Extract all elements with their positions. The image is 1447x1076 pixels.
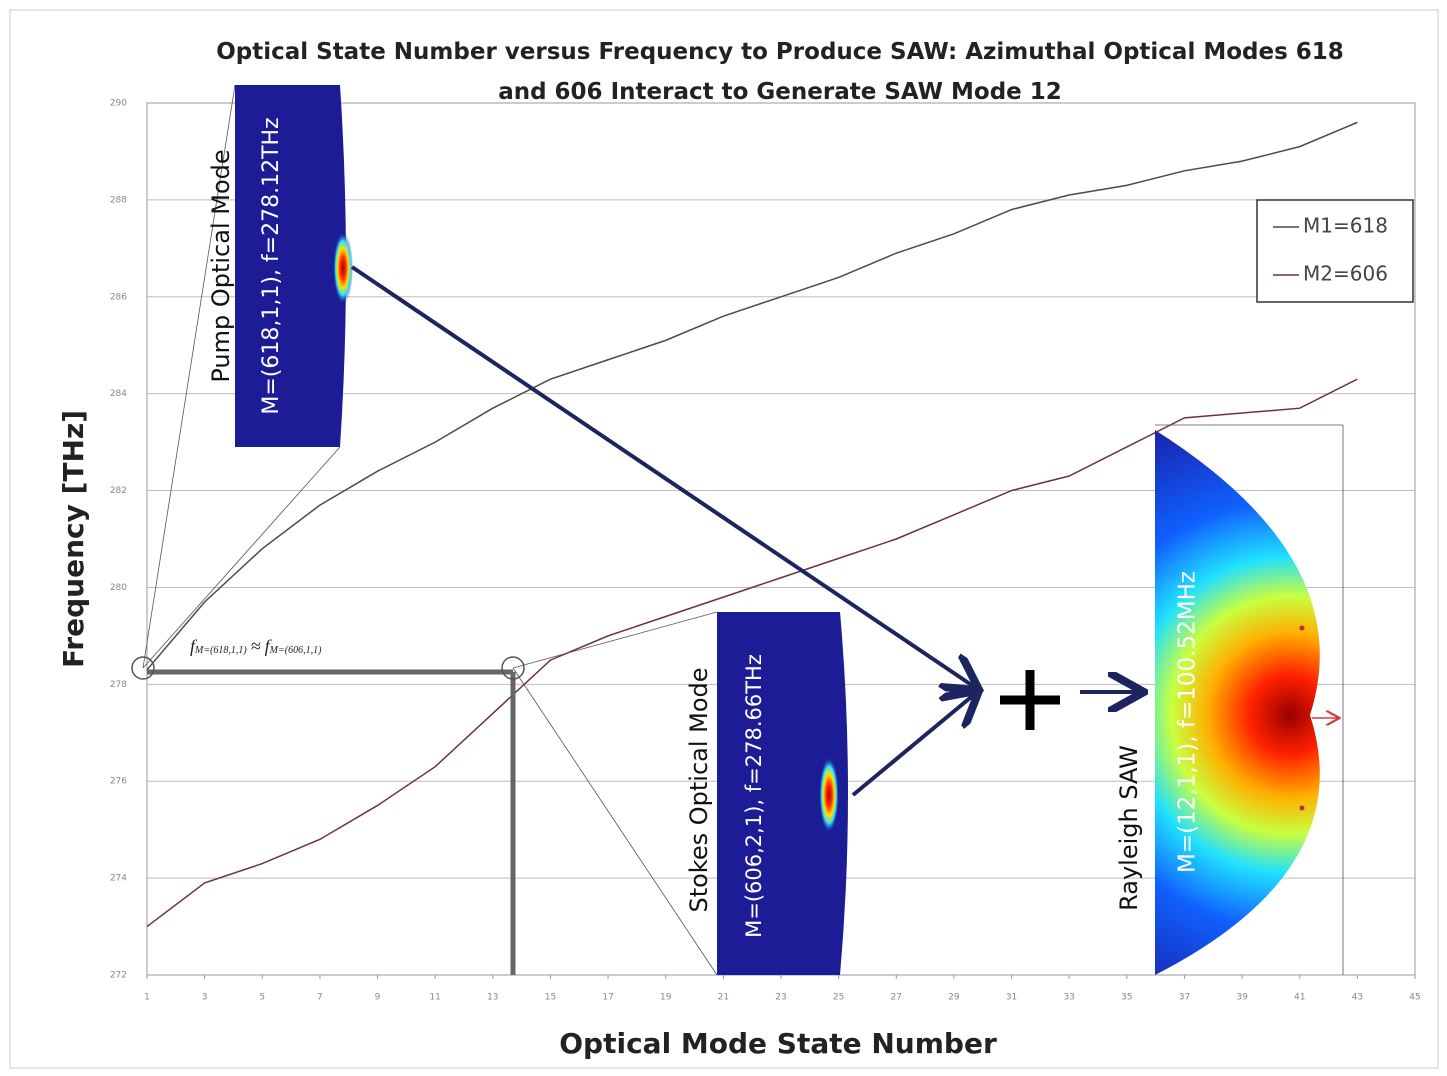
page: 2722742762782802822842862882901357911131… xyxy=(0,0,1447,1076)
x-tick-label: 5 xyxy=(259,993,265,1003)
x-tick-label: 31 xyxy=(1006,993,1017,1003)
pump-inset xyxy=(235,85,353,447)
y-tick-label: 274 xyxy=(110,874,127,884)
x-tick-label: 7 xyxy=(317,993,323,1003)
formula: fM=(618,1,1)≈fM=(606,1,1) xyxy=(190,636,322,656)
legend-label: M1=618 xyxy=(1303,214,1388,238)
chart-title: Optical State Number versus Frequency to… xyxy=(215,32,1345,112)
x-tick-label: 23 xyxy=(775,993,786,1003)
x-tick-label: 45 xyxy=(1409,993,1420,1003)
x-tick-label: 9 xyxy=(375,993,381,1003)
x-tick-label: 27 xyxy=(891,993,902,1003)
pump-title: Pump Optical Mode xyxy=(207,149,235,382)
x-tick-label: 11 xyxy=(429,993,440,1003)
y-tick-label: 272 xyxy=(110,971,127,981)
x-tick-label: 41 xyxy=(1294,993,1305,1003)
saw-mode: M=(12,1,1), f=100.52MHz xyxy=(1175,571,1201,873)
pump-mode: M=(618,1,1), f=278.12THz xyxy=(259,117,284,414)
formula-part: M=(618,1,1) xyxy=(194,645,247,656)
x-tick-label: 39 xyxy=(1236,993,1248,1003)
saw-title: Rayleigh SAW xyxy=(1115,745,1143,911)
x-axis-label: Optical Mode State Number xyxy=(559,1027,997,1060)
stokes-mode: M=(606,2,1), f=278.66THz xyxy=(742,654,766,938)
chart: 2722742762782802822842862882901357911131… xyxy=(0,0,1447,1076)
y-tick-label: 282 xyxy=(110,486,127,496)
y-tick-label: 284 xyxy=(110,389,127,399)
y-axis-label: Frequency [THz] xyxy=(57,410,90,668)
x-tick-label: 43 xyxy=(1352,993,1363,1003)
x-tick-label: 33 xyxy=(1063,993,1074,1003)
x-tick-label: 13 xyxy=(487,993,498,1003)
y-tick-label: 276 xyxy=(110,777,127,787)
x-tick-label: 37 xyxy=(1179,993,1190,1003)
y-tick-label: 288 xyxy=(110,195,127,205)
x-tick-label: 21 xyxy=(718,993,729,1003)
x-tick-label: 15 xyxy=(545,993,556,1003)
x-tick-label: 17 xyxy=(602,993,613,1003)
y-tick-label: 290 xyxy=(110,99,127,109)
legend-label: M2=606 xyxy=(1303,262,1388,286)
legend: M1=618 M2=606 xyxy=(1257,200,1413,302)
stokes-inset xyxy=(717,612,848,975)
x-tick-label: 1 xyxy=(144,993,150,1003)
formula-part: M=(606,1,1) xyxy=(269,645,322,656)
y-tick-label: 278 xyxy=(110,680,127,690)
formula-part: ≈ xyxy=(251,636,261,656)
x-tick-label: 25 xyxy=(833,993,844,1003)
x-tick-label: 19 xyxy=(660,993,672,1003)
y-tick-label: 286 xyxy=(110,292,127,302)
stokes-title: Stokes Optical Mode xyxy=(685,667,713,912)
x-tick-label: 29 xyxy=(948,993,960,1003)
y-tick-label: 280 xyxy=(110,583,127,593)
x-tick-label: 35 xyxy=(1121,993,1132,1003)
x-tick-label: 3 xyxy=(202,993,208,1003)
